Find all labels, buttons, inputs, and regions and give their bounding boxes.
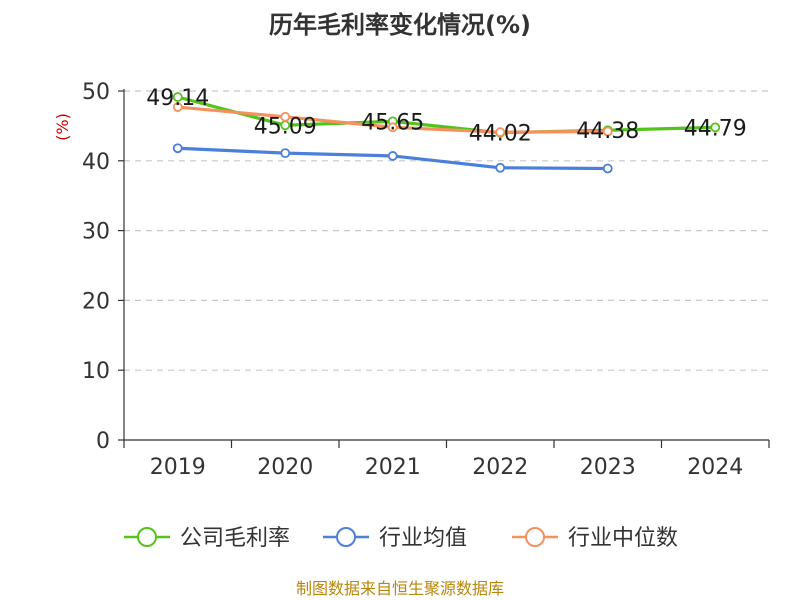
y-tick-label: 40 [82, 150, 110, 175]
legend-item-2[interactable]: 行业均值 [323, 526, 467, 551]
data-point [710, 122, 721, 133]
y-tick-label: 0 [96, 429, 110, 454]
x-tick-label: 2024 [687, 455, 743, 480]
legend-label: 行业均值 [379, 526, 467, 551]
data-label: 49.14 [146, 86, 209, 111]
y-tick-label: 50 [82, 80, 110, 105]
x-tick-label: 2020 [257, 455, 313, 480]
x-tick-label: 2022 [472, 455, 528, 480]
data-point [280, 148, 291, 159]
data-label: 44.38 [576, 119, 639, 144]
data-point [172, 143, 183, 154]
data-point [387, 151, 398, 161]
chart-title: 历年毛利率变化情况(%) [269, 11, 531, 39]
grid-lines [124, 90, 769, 371]
series-line-1 [177, 95, 716, 135]
y-axis-unit: (%) [53, 113, 72, 141]
y-tick-label: 10 [82, 359, 110, 384]
legend[interactable]: 公司毛利率 行业均值 行业中位数 [124, 526, 678, 551]
data-label: 44.79 [684, 116, 747, 141]
series-lines [172, 92, 721, 174]
y-tick-label: 30 [82, 220, 110, 245]
data-point [495, 127, 506, 138]
legend-marker [336, 527, 356, 547]
data-point [280, 111, 291, 122]
y-tick-label: 20 [82, 289, 110, 314]
data-point [602, 126, 613, 137]
legend-item-1[interactable]: 公司毛利率 [124, 526, 290, 551]
legend-item-3[interactable]: 行业中位数 [512, 526, 678, 551]
data-point [172, 92, 183, 102]
x-tick-label: 2019 [150, 455, 206, 480]
legend-label: 行业中位数 [568, 526, 678, 551]
data-point [495, 162, 506, 173]
x-tick-label: 2021 [365, 455, 421, 480]
legend-marker [525, 527, 545, 547]
data-labels: 49.14 45.09 45.65 44.02 44.38 44.79 [146, 86, 746, 147]
y-tick-labels: 0 10 20 30 40 50 [82, 80, 110, 454]
data-point [387, 122, 398, 133]
data-point [602, 163, 613, 174]
data-label: 45.65 [361, 110, 424, 135]
legend-label: 公司毛利率 [180, 526, 290, 551]
data-label: 44.02 [469, 122, 532, 147]
data-point [172, 102, 183, 112]
axes [118, 89, 770, 448]
data-label: 45.09 [254, 114, 317, 139]
legend-marker [137, 527, 157, 547]
source-note: 制图数据来自恒生聚源数据库 [296, 579, 504, 598]
x-tick-label: 2023 [580, 455, 636, 480]
x-tick-labels: 2019 2020 2021 2022 2023 2024 [150, 455, 744, 480]
